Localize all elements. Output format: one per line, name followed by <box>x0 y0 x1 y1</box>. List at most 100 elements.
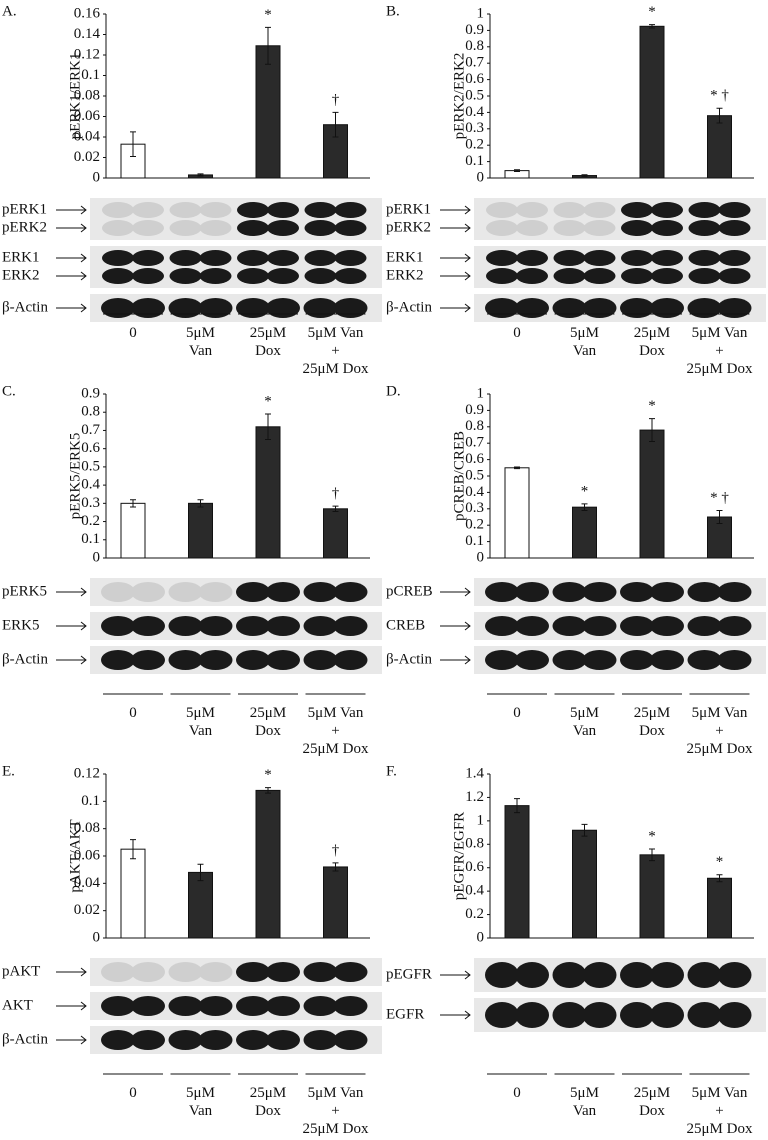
significance-mark: * † <box>710 490 729 506</box>
y-tick-label: 1 <box>477 385 485 401</box>
blot-band <box>199 220 232 236</box>
blot-band <box>651 268 683 284</box>
x-tick-label: 5μM Van + 25μM Dox <box>302 705 369 757</box>
y-tick-label: 0.8 <box>465 38 484 54</box>
blot-band <box>237 220 269 236</box>
bar <box>504 467 530 559</box>
blot-band <box>236 298 270 318</box>
blot-band <box>333 962 368 982</box>
significance-mark: * <box>581 483 589 499</box>
blot-band <box>620 582 654 602</box>
blot-band <box>303 616 338 636</box>
blot-band <box>688 220 721 236</box>
significance-mark: * <box>264 7 272 23</box>
blot-band <box>304 250 337 266</box>
significance-mark: * <box>648 828 656 844</box>
y-tick-label: 0.02 <box>74 902 100 918</box>
blot-strip <box>474 246 766 288</box>
blot-label: β-Actin <box>2 299 48 315</box>
bar <box>707 115 732 179</box>
x-tick-label: 25μM Dox <box>633 1085 671 1119</box>
blot-label: pCREB <box>386 583 433 599</box>
significance-mark: † <box>332 486 340 502</box>
blot-label: ERK5 <box>2 617 40 633</box>
bar <box>255 426 281 559</box>
blot-strip <box>90 246 382 288</box>
blot-band <box>303 962 338 982</box>
blot-band <box>485 616 519 636</box>
blot-band <box>131 616 165 636</box>
blot-band <box>553 202 586 218</box>
blot-band <box>236 582 270 602</box>
blot-band <box>101 298 135 318</box>
blot-band <box>102 220 134 236</box>
blot-label: pERK2 <box>386 219 431 235</box>
error-bar <box>197 863 204 882</box>
bar <box>120 502 146 559</box>
blot-band <box>651 250 683 266</box>
y-tick-label: 0 <box>93 929 101 945</box>
blot-band <box>583 220 616 236</box>
blot-band <box>236 616 270 636</box>
blot-label: β-Actin <box>2 1031 48 1047</box>
y-tick-label: 0 <box>477 549 485 565</box>
blot-band <box>131 582 165 602</box>
error-bar <box>265 413 271 441</box>
x-tick-label: 5μM Van + 25μM Dox <box>302 325 369 377</box>
significance-mark: † <box>332 92 340 108</box>
y-tick-label: 0.8 <box>465 418 484 434</box>
y-tick-label: 0.4 <box>465 883 484 899</box>
blot-band <box>687 616 722 636</box>
blot-band <box>169 250 202 266</box>
blot-band <box>516 268 548 284</box>
blot-band <box>687 298 722 318</box>
x-tick-label: 0 <box>129 1085 137 1101</box>
panel-label: A. <box>2 3 17 19</box>
blot-band <box>333 298 368 318</box>
error-bar <box>581 503 588 511</box>
blot-band <box>334 202 367 218</box>
y-tick-label: 0.1 <box>81 67 100 83</box>
blot-band <box>650 298 684 318</box>
y-tick-label: 0 <box>477 169 485 185</box>
blot-band <box>621 268 653 284</box>
y-tick-label: 0.02 <box>74 149 100 165</box>
blot-band <box>620 616 654 636</box>
y-axis-label: pERK2/ERK2 <box>451 53 467 140</box>
x-tick-label: 5μM Van + 25μM Dox <box>686 705 753 757</box>
blot-band <box>199 250 232 266</box>
blot-band <box>515 650 549 670</box>
y-tick-label: 0.06 <box>74 108 101 124</box>
panel-label: E. <box>2 763 15 779</box>
blot-band <box>303 582 338 602</box>
blot-band <box>199 268 232 284</box>
blot-band <box>552 962 587 988</box>
blot-band <box>198 298 233 318</box>
significance-mark: * <box>264 393 272 409</box>
blot-band <box>266 582 300 602</box>
blot-band <box>333 616 368 636</box>
blot-band <box>621 250 653 266</box>
error-bar <box>265 26 271 65</box>
blot-band <box>485 1002 519 1028</box>
panel-label: D. <box>386 383 401 399</box>
blot-arrow <box>56 253 87 263</box>
y-axis-label: pERK1/ERK1 <box>67 53 83 140</box>
x-tick-label: 0 <box>129 325 137 341</box>
x-tick-label: 5μM Van <box>186 705 215 739</box>
blot-arrow <box>440 587 471 597</box>
blot-arrow <box>56 967 87 977</box>
x-tick-label: 5μM Van <box>186 325 215 359</box>
y-tick-label: 0.2 <box>81 513 100 529</box>
significance-mark: * <box>648 4 656 20</box>
y-tick-label: 0.1 <box>465 153 484 169</box>
blot-band <box>266 298 300 318</box>
y-tick-label: 0.5 <box>465 467 484 483</box>
significance-mark: * <box>264 767 272 783</box>
blot-band <box>552 582 587 602</box>
blot-band <box>687 582 722 602</box>
panel-label: B. <box>386 3 400 19</box>
y-tick-label: 0.12 <box>74 46 100 62</box>
blot-band <box>515 1002 549 1028</box>
